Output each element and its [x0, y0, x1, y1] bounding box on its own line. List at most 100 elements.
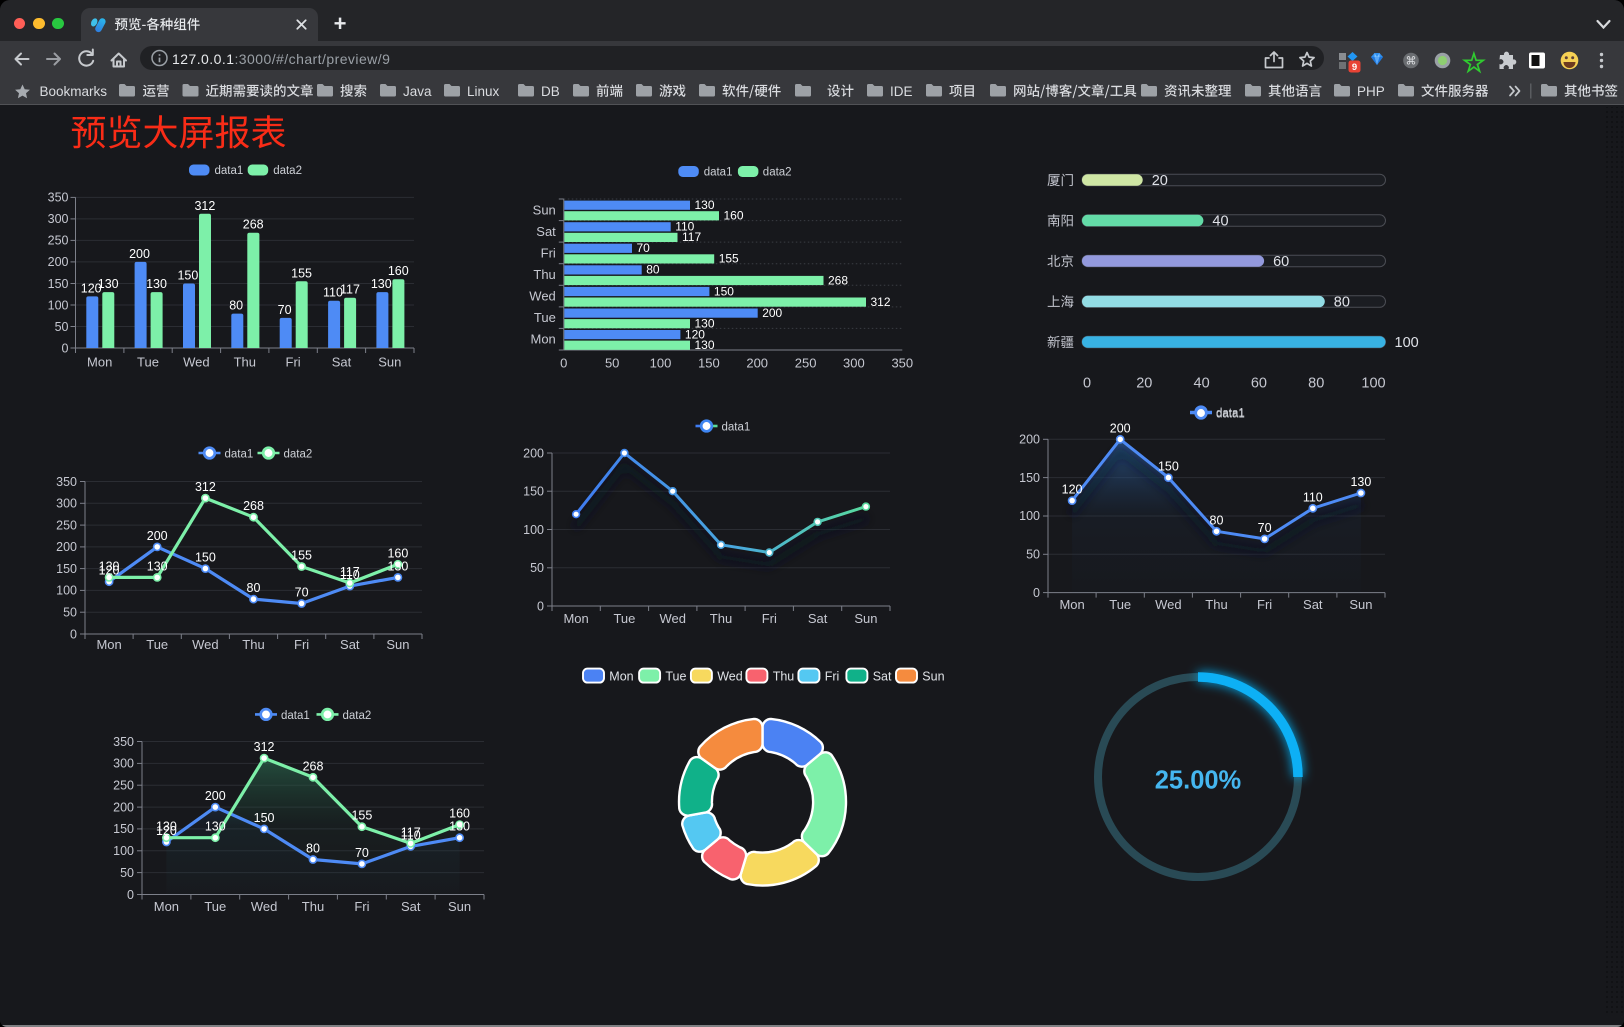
svg-text:80: 80	[247, 581, 261, 595]
svg-text:Sun: Sun	[448, 899, 471, 914]
svg-text:Sat: Sat	[401, 899, 421, 914]
svg-text:300: 300	[843, 356, 865, 371]
svg-text:312: 312	[871, 295, 891, 309]
svg-text:150: 150	[698, 356, 720, 371]
svg-text:Mon: Mon	[609, 670, 633, 684]
svg-text:Sat: Sat	[340, 637, 360, 652]
svg-text:Fri: Fri	[1257, 597, 1272, 612]
svg-text:312: 312	[254, 740, 275, 754]
svg-text:120: 120	[685, 327, 705, 341]
svg-text:155: 155	[719, 252, 739, 266]
svg-text:150: 150	[714, 284, 734, 298]
svg-text:100: 100	[48, 298, 69, 312]
svg-text:data1: data1	[704, 167, 733, 179]
svg-text:312: 312	[194, 199, 215, 213]
svg-text:130: 130	[449, 820, 470, 834]
svg-text:Fri: Fri	[294, 637, 309, 652]
svg-text:250: 250	[56, 518, 77, 532]
svg-text:9: 9	[1352, 62, 1357, 73]
svg-text:70: 70	[637, 241, 651, 255]
svg-text:130: 130	[98, 277, 119, 291]
svg-text:200: 200	[56, 540, 77, 554]
svg-text:300: 300	[113, 757, 134, 771]
svg-text:160: 160	[388, 264, 409, 278]
svg-text:150: 150	[1158, 460, 1179, 474]
svg-text:150: 150	[113, 822, 134, 836]
svg-text:110: 110	[401, 828, 421, 842]
svg-text:130: 130	[99, 559, 120, 573]
svg-text:70: 70	[355, 846, 369, 860]
svg-text:130: 130	[695, 338, 715, 352]
svg-text:120: 120	[1062, 483, 1083, 497]
svg-text:50: 50	[63, 606, 77, 620]
svg-text:117: 117	[682, 230, 701, 244]
svg-text:250: 250	[113, 779, 134, 793]
svg-text:0: 0	[70, 627, 77, 641]
svg-text:50: 50	[120, 866, 134, 880]
svg-text:40: 40	[1212, 214, 1228, 230]
svg-text:Tue: Tue	[146, 637, 168, 652]
svg-text:Thu: Thu	[242, 637, 264, 652]
svg-text:200: 200	[113, 800, 134, 814]
svg-text:⌘: ⌘	[1406, 56, 1417, 68]
svg-text:300: 300	[48, 212, 69, 226]
svg-text:Wed: Wed	[659, 611, 686, 626]
svg-text:Mon: Mon	[563, 611, 588, 626]
svg-text:Mon: Mon	[1059, 597, 1084, 612]
svg-text:Sat: Sat	[536, 224, 556, 239]
svg-text:20: 20	[1152, 173, 1168, 189]
svg-text:130: 130	[371, 277, 392, 291]
svg-text:Sun: Sun	[922, 670, 944, 684]
svg-text:data2: data2	[284, 448, 313, 460]
svg-text:60: 60	[1251, 376, 1267, 392]
svg-text:312: 312	[195, 480, 216, 494]
svg-text:117: 117	[340, 565, 360, 579]
svg-text:Wed: Wed	[1155, 597, 1182, 612]
svg-text:200: 200	[746, 356, 768, 371]
svg-text:70: 70	[1258, 521, 1272, 535]
svg-text:Sun: Sun	[533, 202, 556, 217]
svg-text:200: 200	[147, 529, 168, 543]
svg-text:110: 110	[1303, 490, 1323, 504]
svg-text:150: 150	[1019, 471, 1040, 485]
svg-text:0: 0	[127, 888, 134, 902]
svg-text:350: 350	[48, 191, 69, 205]
svg-text:Mon: Mon	[531, 332, 556, 347]
svg-text:155: 155	[291, 549, 312, 563]
svg-text:0: 0	[560, 356, 567, 371]
svg-text:Thu: Thu	[710, 611, 732, 626]
svg-text:100: 100	[650, 356, 672, 371]
svg-text:50: 50	[530, 561, 544, 575]
svg-text:117: 117	[340, 283, 360, 297]
svg-text:150: 150	[523, 485, 544, 499]
svg-text:20: 20	[1136, 376, 1152, 392]
svg-text:Mon: Mon	[96, 637, 121, 652]
svg-text:Wed: Wed	[192, 637, 219, 652]
svg-text:350: 350	[56, 475, 77, 489]
svg-text:155: 155	[291, 266, 312, 280]
svg-text:Fri: Fri	[762, 611, 777, 626]
svg-text:Tue: Tue	[665, 670, 686, 684]
svg-text:Fri: Fri	[825, 670, 840, 684]
svg-text:Fri: Fri	[354, 899, 369, 914]
svg-text:Sun: Sun	[386, 637, 409, 652]
svg-text:data2: data2	[763, 167, 792, 179]
svg-text:Sun: Sun	[378, 355, 401, 370]
svg-text:155: 155	[351, 809, 372, 823]
svg-text:Tue: Tue	[613, 611, 635, 626]
svg-text:data1: data1	[722, 421, 751, 433]
svg-text:Thu: Thu	[773, 670, 795, 684]
svg-text:70: 70	[295, 586, 309, 600]
svg-text:250: 250	[795, 356, 817, 371]
svg-text:data2: data2	[273, 165, 302, 177]
svg-text:200: 200	[1019, 433, 1040, 447]
svg-text:160: 160	[724, 209, 744, 223]
svg-text:150: 150	[254, 811, 275, 825]
svg-text:130: 130	[695, 198, 715, 212]
svg-text:Sat: Sat	[1303, 597, 1323, 612]
svg-text:50: 50	[55, 320, 69, 334]
svg-text:130: 130	[205, 820, 226, 834]
svg-text:Wed: Wed	[183, 355, 210, 370]
svg-text:Thu: Thu	[533, 267, 555, 282]
svg-text:Mon: Mon	[154, 899, 179, 914]
